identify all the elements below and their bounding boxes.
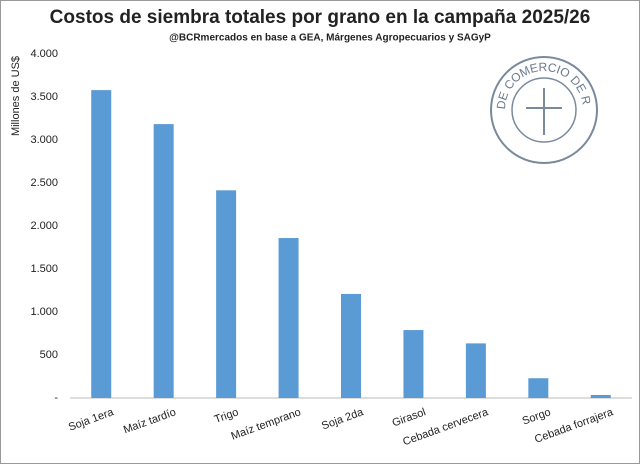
y-tick-label: 2.500 [30,177,58,189]
y-tick-label: 3.500 [30,91,58,103]
bar [216,190,237,398]
bar [153,124,174,398]
bar [341,293,361,398]
y-tick-label: 2.000 [30,220,58,232]
y-tick-label: 1.500 [30,263,58,275]
bar [403,330,424,398]
bar [528,378,549,398]
logo-ring [490,56,598,164]
bar [91,90,112,399]
chart-title: Costos de siembra totales por grano en l… [50,7,591,28]
chart-subtitle: @BCRmercados en base a GEA, Márgenes Agr… [169,33,491,44]
y-tick-label: 4.000 [30,48,58,60]
bar [465,343,486,398]
y-tick-label: 3.000 [30,134,58,146]
y-tick-label: - [54,392,58,404]
y-tick-label: 500 [40,349,58,361]
y-axis-label: Millones de US$ [10,56,22,136]
y-tick-label: 1.000 [30,306,58,318]
logo-inner [511,77,577,143]
bar [278,238,299,398]
bar [590,394,611,398]
